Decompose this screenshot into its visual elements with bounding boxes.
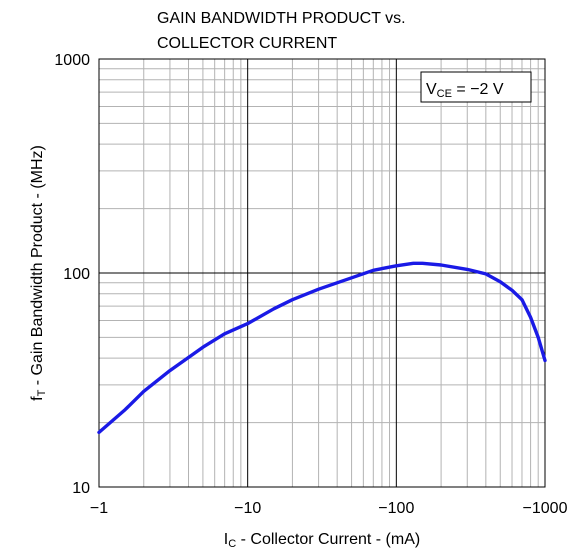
series-line [97,261,547,435]
x-tick-labels: −1 −10 −100 −1000 [90,500,568,517]
plot-frame [98,58,546,488]
y-tick-label: 100 [63,266,90,283]
y-axis-label: fT - Gain Bandwidth Product - (MHz) [29,145,48,401]
annotation-box [420,71,532,103]
y-tick-label: 1000 [54,52,90,69]
y-tick-labels: 10 100 1000 [54,52,90,497]
y-tick-label: 10 [72,480,90,497]
chart-title-line2: COLLECTOR CURRENT [157,35,337,52]
annotation-vce: VCE = −2 V [426,81,504,100]
x-tick-label: −10 [234,500,261,517]
x-axis-label: IC - Collector Current - (mA) [224,531,420,550]
chart-title-line1: GAIN BANDWIDTH PRODUCT vs. [157,10,406,27]
x-tick-label: −1 [90,500,108,517]
x-tick-label: −100 [378,500,414,517]
x-tick-label: −1000 [523,500,568,517]
